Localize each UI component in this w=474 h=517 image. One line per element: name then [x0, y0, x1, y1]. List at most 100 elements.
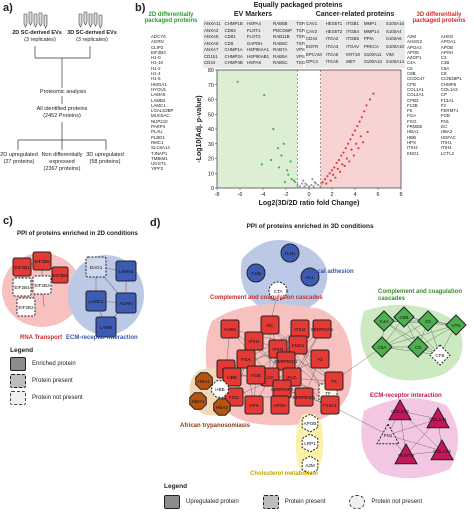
data-point [282, 142, 285, 145]
right-tubes-icon [78, 11, 103, 29]
protein-node [115, 292, 137, 314]
data-point [307, 185, 311, 188]
data-point [287, 173, 290, 176]
right-diff-protein: CPB2 [407, 97, 419, 103]
ev-marker: CD9 [224, 40, 234, 46]
data-point [340, 154, 343, 157]
right-diff-protein: CCNDBP1 [440, 76, 462, 82]
data-point [372, 92, 375, 95]
protein-node-label: FGB [251, 373, 260, 378]
left-diff-protein: ADCY6 [151, 34, 166, 39]
data-point [303, 185, 306, 188]
ev-marker: HSPA4 [246, 21, 261, 26]
left-diff-protein: HMGA1 [151, 81, 167, 87]
protein-node-label: C4A [380, 319, 390, 324]
data-point [311, 178, 314, 181]
cancer-protein: PPIA [363, 36, 374, 42]
right-diff-protein: CCDC47 [407, 76, 425, 82]
ev-marker: TSG101 [296, 60, 315, 67]
y-axis-label: -Log10(Adj. p-value) [196, 95, 203, 162]
ev-marker: CD63 [224, 27, 236, 33]
cancer-protein: ITGAV [346, 43, 360, 49]
ev-marker: CD44 [204, 60, 216, 66]
protein-node-label: COL2A2 [391, 409, 409, 414]
protein-node-label: F13A1 [323, 403, 337, 408]
protein-node-label: SERPIND1 [293, 395, 316, 400]
volcano-plot: -8 -6 -4 -2 0 2 4 6 801020304050607080Log2(3D/2D… [196, 68, 403, 207]
data-point [353, 129, 357, 132]
protein-node-label: DAG1 [90, 265, 103, 270]
ppi-3d-network: TLN1 GSN VCL CTA AHSG GC ITIH2 SERPINA1 ITIH4 KNG… [189, 240, 467, 479]
cancer-protein: MMP1 [363, 21, 377, 26]
data-point [290, 178, 293, 181]
x-tick-label: 4 [353, 192, 356, 198]
y-tick-label: 0 [211, 186, 214, 192]
panel-c-label: c) [3, 215, 13, 227]
up3d-label: 3D upregulated [86, 152, 124, 158]
cancer-protein: HES5T2 [325, 28, 343, 34]
protein-node [373, 310, 395, 332]
data-point [343, 164, 346, 167]
data-point [363, 110, 366, 113]
protein-node-label: EIF2B2 [52, 273, 68, 278]
cancer-protein: S100A4 [385, 28, 402, 34]
protein-node [301, 433, 319, 453]
protein-node [388, 398, 412, 421]
ev-marker: CHMP4B [224, 60, 243, 66]
protein-node [220, 319, 240, 339]
up2d-label: 2D upregulated [0, 152, 38, 158]
protein-node [301, 413, 319, 433]
data-point [260, 163, 263, 166]
protein-node-label: CFB [435, 353, 444, 358]
cancer-protein: MET [346, 59, 356, 65]
identified-label: All identified proteins [36, 106, 88, 112]
protein-node-label: HBB [227, 375, 236, 380]
data-point [312, 185, 315, 188]
x-tick-label: 6 [376, 192, 379, 198]
ev-marker: RAB5C [273, 60, 288, 66]
cancer-protein: ITGA2 [325, 36, 339, 42]
cancer-protein: ITGA6 [325, 51, 339, 57]
protein-node [85, 256, 107, 278]
protein-node [371, 336, 393, 358]
protein-node-label: C8B [400, 315, 409, 320]
data-point [365, 104, 368, 107]
data-point [347, 142, 350, 145]
left-diff-protein: H1-4 [151, 71, 161, 77]
right-diff-protein: HPX [407, 139, 417, 145]
protein-node [12, 257, 32, 277]
data-point [283, 181, 286, 184]
x-tick-label: 0 [307, 192, 310, 198]
protein-node [445, 314, 467, 336]
left-diff-protein: TMBIM1 [151, 155, 168, 161]
protein-node-label: LAMC1 [88, 299, 104, 304]
protein-node-label: ITIH4 [248, 339, 260, 344]
nondiff-label: Non differentially [41, 152, 83, 158]
protein-node [376, 422, 400, 445]
right-diff-protein: ITIH2 [407, 145, 418, 151]
data-point [351, 133, 354, 136]
right-diff-protein: C4B [440, 60, 450, 66]
cancer-protein: ITGB4 [346, 28, 359, 34]
panel-c: c) PPI of proteins enriched in 2D condit… [0, 215, 150, 517]
right-source-title: 3D SC-derived EVs [67, 30, 117, 36]
x-tick-label: -6 [238, 192, 243, 198]
cancer-protein: CAV2 [306, 28, 318, 34]
ev-marker: FLOT1 [246, 27, 261, 33]
right-diff-title: 3D differentially packaged proteins [412, 12, 466, 24]
right-diff-protein: AZGP1 [407, 55, 422, 61]
left-diff-protein: LGALS3BP [151, 108, 174, 114]
protein-node [224, 387, 244, 407]
protein-node [288, 335, 308, 355]
cholesterol-label: Cholesterol metabolism [250, 471, 319, 477]
protein-node [270, 395, 290, 415]
left-diff-protein: MUC5AC [151, 113, 170, 119]
right-diff-protein: CHMP5 [440, 81, 457, 87]
data-point [360, 116, 363, 119]
data-point [368, 98, 372, 101]
right-diff-protein: KNG1 [407, 150, 419, 156]
cancer-protein: ITGB5 [346, 36, 359, 42]
ev-marker: ANXA5 [204, 34, 219, 40]
ev-marker: RAB7A [273, 47, 288, 53]
protein-node [236, 349, 256, 369]
